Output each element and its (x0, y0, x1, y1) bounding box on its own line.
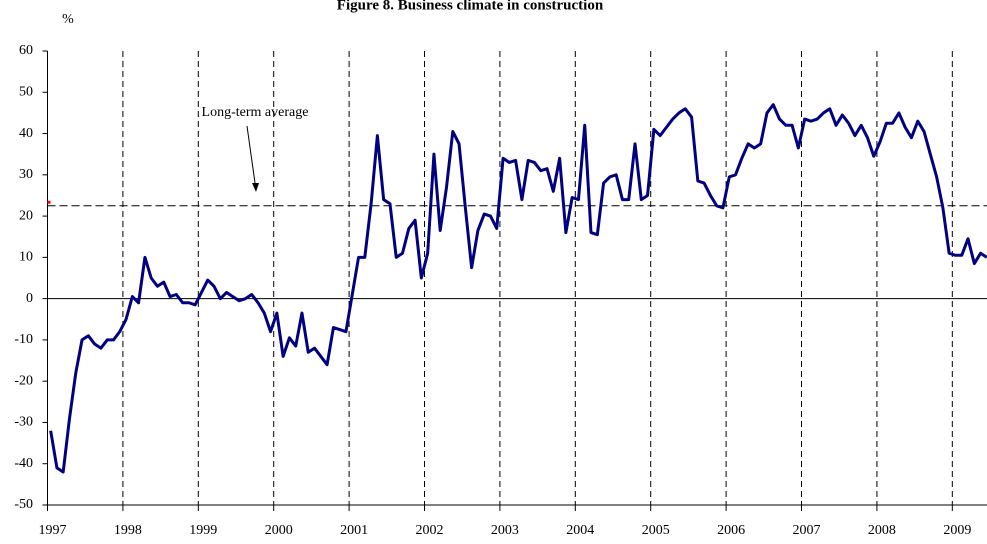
annotation-arrowhead (252, 183, 259, 192)
y-tick-label: 40 (19, 126, 33, 141)
y-tick-label: -20 (14, 373, 33, 388)
y-tick-label: -30 (14, 415, 33, 430)
y-tick-label: -40 (14, 456, 33, 471)
reference-label: Long-term average (202, 105, 309, 120)
chart-title: Figure 8. Business climate in constructi… (337, 0, 604, 13)
y-tick-label: 20 (19, 208, 33, 223)
y-tick-label: 10 (19, 250, 33, 265)
reference-marker (47, 200, 51, 204)
annotation-arrow (246, 125, 257, 191)
y-axis-label: % (62, 12, 74, 27)
y-tick-label: 50 (19, 84, 33, 99)
x-tick-label: 2008 (868, 523, 896, 538)
x-tick-label: 2004 (566, 523, 594, 538)
x-tick-label: 2000 (265, 523, 293, 538)
y-tick-label: -10 (14, 332, 33, 347)
y-tick-label: -50 (14, 497, 33, 512)
x-tick-label: 2003 (491, 523, 519, 538)
x-tick-label: 2002 (416, 523, 444, 538)
y-tick-label: 0 (26, 291, 33, 306)
x-tick-label: 1999 (189, 523, 217, 538)
x-tick-label: 2006 (717, 523, 745, 538)
data-line (49, 103, 987, 474)
x-tick-label: 1997 (39, 523, 67, 538)
x-tick-label: 2009 (943, 523, 971, 538)
x-tick-label: 1998 (114, 523, 142, 538)
x-tick-label: 2007 (793, 523, 821, 538)
y-tick-label: 60 (19, 43, 33, 58)
y-tick-label: 30 (19, 167, 33, 182)
x-tick-label: 2005 (642, 523, 670, 538)
x-tick-label: 2001 (340, 523, 368, 538)
